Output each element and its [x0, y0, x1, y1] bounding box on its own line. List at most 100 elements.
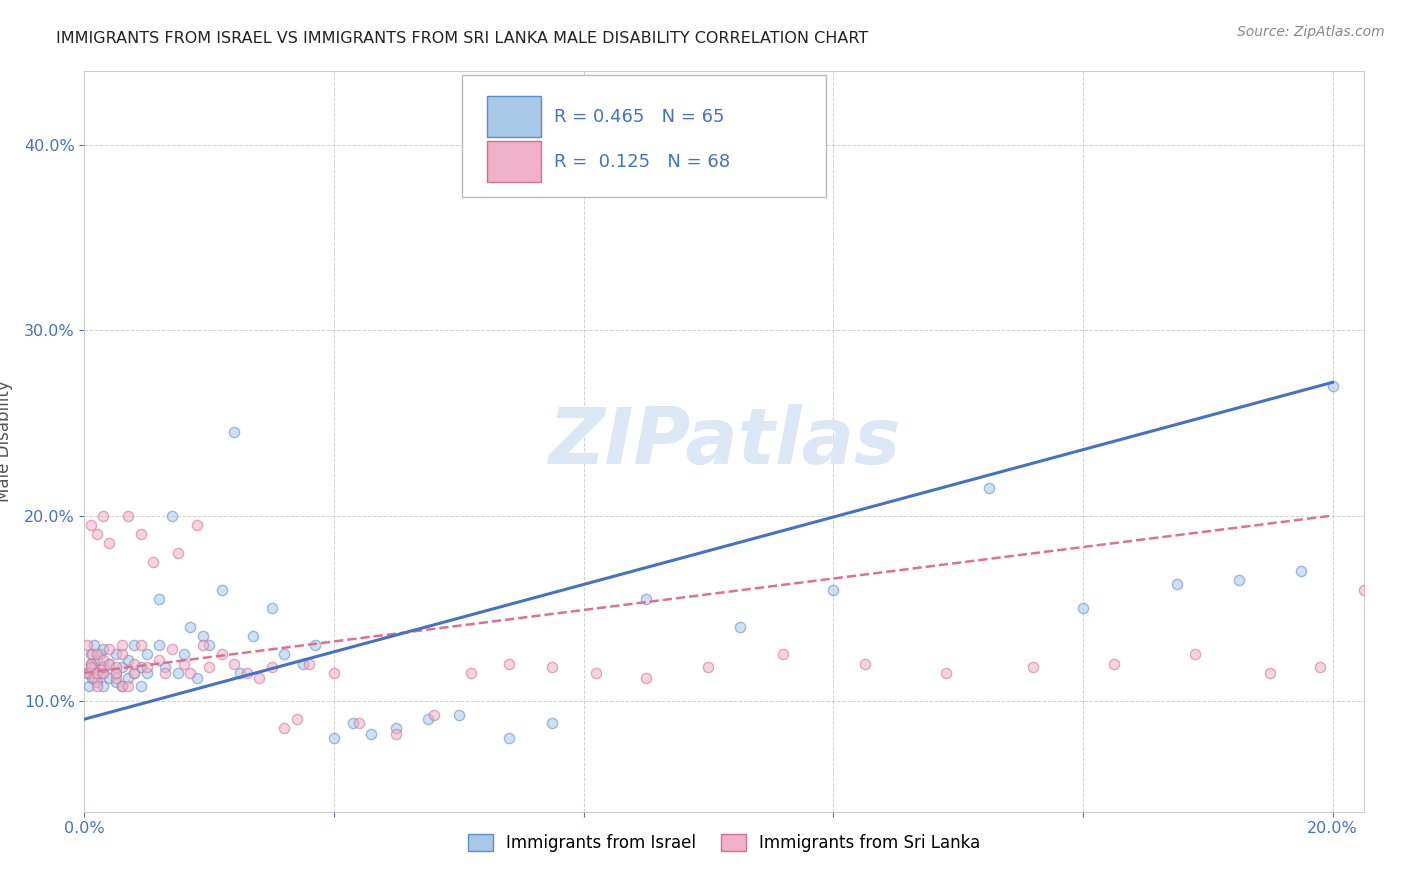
Point	[76, 638, 98, 652]
Point	[298, 657, 321, 671]
Point	[291, 657, 314, 671]
Point	[186, 517, 208, 532]
Point	[129, 660, 152, 674]
Point	[129, 527, 152, 541]
Point	[91, 653, 114, 667]
Point	[385, 727, 408, 741]
Point	[853, 657, 876, 671]
Point	[76, 665, 98, 680]
Legend: Immigrants from Israel, Immigrants from Sri Lanka: Immigrants from Israel, Immigrants from …	[461, 828, 987, 859]
Point	[98, 672, 121, 686]
Point	[91, 679, 114, 693]
Point	[247, 672, 270, 686]
Point	[86, 648, 108, 662]
Point	[167, 665, 190, 680]
Point	[104, 672, 127, 686]
Point	[91, 660, 114, 674]
Point	[79, 517, 101, 532]
Point	[160, 641, 183, 656]
Point	[697, 660, 720, 674]
Point	[1291, 564, 1313, 578]
Point	[148, 638, 170, 652]
Point	[1184, 648, 1206, 662]
Point	[80, 672, 103, 686]
Point	[173, 648, 195, 662]
Point	[1322, 379, 1344, 393]
Point	[98, 536, 121, 550]
Point	[124, 665, 146, 680]
Point	[191, 638, 214, 652]
Point	[186, 672, 208, 686]
Point	[89, 648, 111, 662]
Point	[1309, 660, 1331, 674]
Point	[191, 629, 214, 643]
Point	[86, 665, 108, 680]
Point	[104, 665, 127, 680]
Point	[498, 657, 520, 671]
Point	[304, 638, 326, 652]
Text: Source: ZipAtlas.com: Source: ZipAtlas.com	[1237, 25, 1385, 39]
Point	[260, 660, 283, 674]
Point	[111, 679, 134, 693]
Point	[135, 648, 157, 662]
Point	[91, 665, 114, 680]
Point	[636, 591, 658, 606]
Point	[1166, 577, 1188, 591]
Point	[229, 665, 252, 680]
Point	[347, 715, 370, 730]
Point	[1258, 665, 1281, 680]
Point	[1022, 660, 1045, 674]
Point	[98, 641, 121, 656]
Point	[111, 660, 134, 674]
Point	[1071, 601, 1094, 615]
Point	[636, 672, 658, 686]
Point	[260, 601, 283, 615]
Point	[273, 648, 295, 662]
Point	[86, 679, 108, 693]
Point	[728, 619, 751, 633]
Y-axis label: Male Disability: Male Disability	[0, 381, 13, 502]
Point	[135, 665, 157, 680]
Point	[541, 715, 564, 730]
Point	[235, 665, 257, 680]
Point	[83, 638, 105, 652]
Point	[1353, 582, 1375, 597]
Point	[111, 679, 134, 693]
Point	[83, 672, 105, 686]
Point	[129, 679, 152, 693]
Point	[772, 648, 794, 662]
Point	[823, 582, 845, 597]
Point	[124, 665, 146, 680]
Text: R =  0.125   N = 68: R = 0.125 N = 68	[554, 153, 730, 170]
Point	[148, 591, 170, 606]
Point	[104, 665, 127, 680]
Point	[323, 665, 346, 680]
Point	[167, 546, 190, 560]
Point	[460, 665, 482, 680]
Point	[124, 638, 146, 652]
Point	[135, 660, 157, 674]
Point	[104, 675, 127, 690]
Point	[979, 481, 1001, 495]
Point	[79, 648, 101, 662]
Point	[104, 660, 127, 674]
FancyBboxPatch shape	[461, 75, 827, 197]
Point	[179, 619, 201, 633]
Point	[117, 653, 139, 667]
Text: R = 0.465   N = 65: R = 0.465 N = 65	[554, 108, 724, 126]
Point	[211, 648, 233, 662]
Point	[498, 731, 520, 745]
Point	[104, 648, 127, 662]
Point	[323, 731, 346, 745]
Point	[79, 679, 101, 693]
Point	[91, 508, 114, 523]
Point	[86, 675, 108, 690]
Point	[155, 660, 177, 674]
Point	[1227, 574, 1250, 588]
Text: ZIPatlas: ZIPatlas	[548, 403, 900, 480]
Point	[273, 722, 295, 736]
Point	[79, 657, 101, 671]
Point	[211, 582, 233, 597]
Point	[91, 641, 114, 656]
Point	[242, 629, 264, 643]
